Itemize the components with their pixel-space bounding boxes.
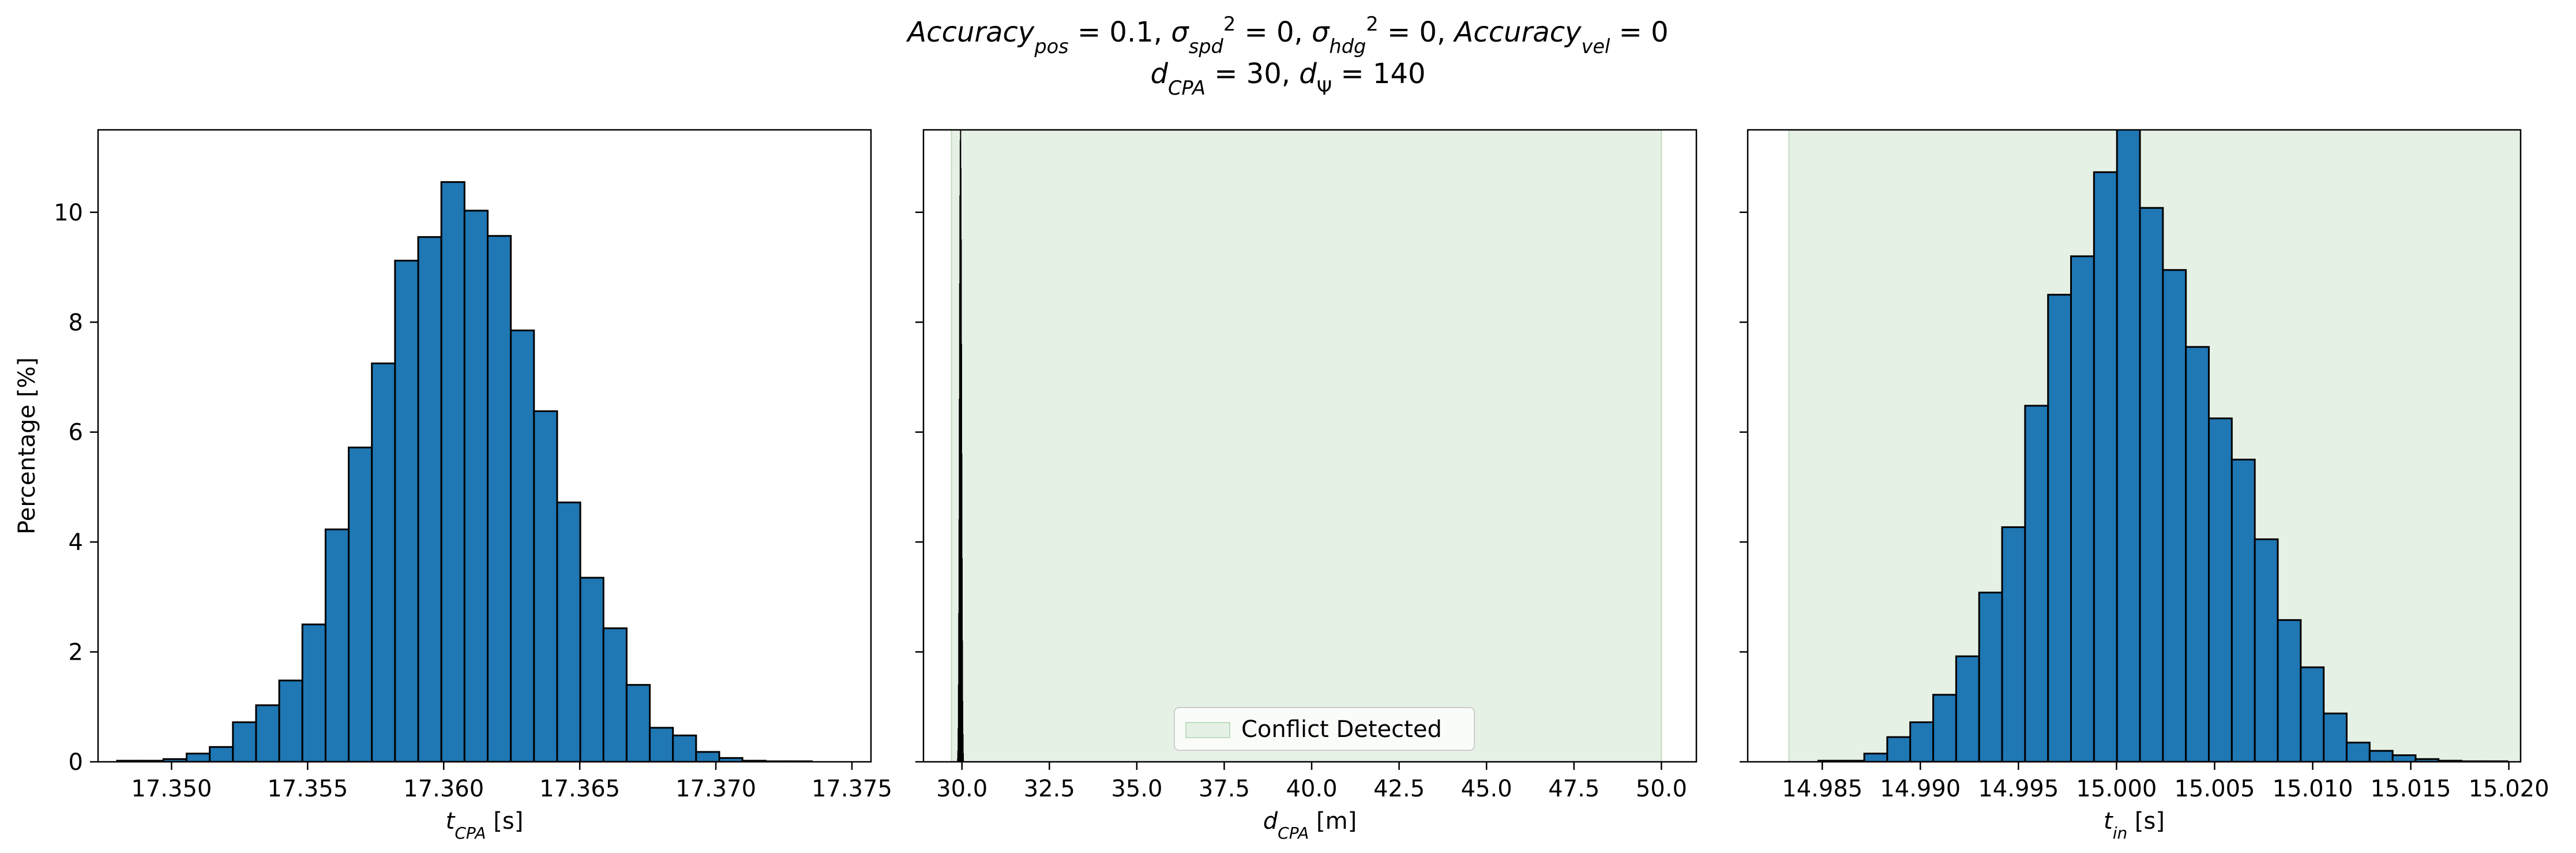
histogram-bar — [278, 679, 303, 762]
x-tick-label: 15.000 — [2076, 776, 2157, 802]
x-tick-label: 45.0 — [1461, 776, 1512, 802]
histogram-bar — [556, 502, 581, 762]
x-tick-label: 15.015 — [2371, 776, 2451, 802]
histogram-bar — [2207, 417, 2233, 762]
x-tick-label: 17.355 — [267, 776, 348, 802]
y-tick-label: 4 — [69, 529, 83, 556]
histogram-bar — [2047, 294, 2072, 762]
conflict-detected-region — [951, 129, 1662, 762]
histogram-bar — [2001, 526, 2026, 762]
subplot-t-cpa: 17.350 17.355 17.360 17.365 17.370 17.375 0 2 4 6… — [14, 129, 892, 843]
histogram-bar — [2254, 538, 2279, 762]
y-tick-label: 0 — [69, 749, 83, 776]
legend-swatch — [1185, 722, 1230, 738]
legend: Conflict Detected — [1174, 707, 1475, 751]
histogram-bar — [1978, 592, 2003, 762]
x-tick-label: 15.005 — [2174, 776, 2255, 802]
histogram-bar — [602, 627, 628, 762]
legend-label: Conflict Detected — [1241, 716, 1442, 743]
histogram-bar — [417, 236, 442, 762]
histogram-bar — [2024, 405, 2049, 762]
histogram-bars — [116, 181, 813, 762]
x-tick-label: 15.020 — [2469, 776, 2549, 802]
x-tick-label: 17.370 — [675, 776, 756, 802]
histogram-bar — [1863, 753, 1888, 762]
y-tick-label: 10 — [54, 200, 83, 226]
x-tick-label: 14.995 — [1978, 776, 2059, 802]
histogram-bar — [394, 260, 419, 762]
subplot-d-cpa: 30.0 32.5 35.0 37.5 40.0 42.5 45.0 47.5 50.0 dCPA… — [915, 129, 1698, 843]
subplot-t-in: 14.985 14.990 14.995 15.000 15.005 15.010 15.0… — [1740, 129, 2549, 843]
y-tick-label: 8 — [69, 309, 83, 336]
x-tick-label: 50.0 — [1636, 776, 1687, 802]
x-tick-label: 14.990 — [1880, 776, 1961, 802]
histogram-bar — [2323, 712, 2348, 762]
axes-frame — [1747, 129, 2522, 763]
y-axis-label: Percentage [%] — [14, 357, 40, 534]
x-tick-label: 15.010 — [2273, 776, 2353, 802]
x-tick-label: 37.5 — [1199, 776, 1250, 802]
histogram-bar — [463, 209, 489, 762]
histogram-bar — [2230, 458, 2256, 762]
histogram-bar — [209, 746, 234, 762]
figure-title-line1: Accuracypos = 0.1, σspd2 = 0, σhdg2 = 0,… — [906, 13, 1668, 58]
histogram-bars — [957, 130, 964, 762]
x-axis-label: tCPA [s] — [446, 808, 524, 843]
histogram-bar — [533, 410, 558, 762]
histogram-bar — [232, 721, 257, 762]
y-tick-label: 6 — [69, 420, 83, 446]
figure-title-line2: dCPA = 30, dΨ = 140 — [1150, 58, 1425, 99]
x-tick-label: 17.365 — [539, 776, 620, 802]
histogram-bar — [2070, 255, 2095, 762]
legend-box — [1174, 707, 1475, 751]
histogram-bar — [2162, 269, 2187, 762]
histogram-bar — [440, 181, 465, 762]
histogram-bar — [963, 753, 964, 762]
histogram-bar — [625, 684, 651, 762]
x-axis-label: tin [s] — [2104, 808, 2165, 843]
axes-frame — [97, 129, 872, 763]
histogram-bar — [510, 330, 535, 762]
histogram-bar — [1886, 736, 1912, 762]
histogram-bar — [1955, 655, 1980, 762]
histogram-bar — [2185, 346, 2210, 762]
x-tick-label: 14.985 — [1782, 776, 1862, 802]
x-tick-label: 42.5 — [1373, 776, 1425, 802]
histogram-bar — [2277, 619, 2302, 762]
histogram-bar — [1932, 694, 1957, 762]
histogram-bar — [301, 623, 326, 762]
histogram-bar — [2093, 171, 2118, 762]
histogram-bar — [486, 235, 512, 762]
histogram-bar — [1909, 721, 1935, 762]
histogram-bar — [371, 362, 396, 762]
histogram-bar — [2116, 130, 2141, 762]
axes-frame — [922, 129, 1698, 763]
x-tick-label: 17.350 — [131, 776, 212, 802]
histogram-bar — [348, 446, 373, 762]
histogram-bar — [649, 727, 674, 762]
histogram-bar — [2368, 750, 2394, 762]
y-tick-label: 2 — [69, 639, 83, 666]
x-tick-label: 17.375 — [812, 776, 892, 802]
histogram-bar — [185, 753, 211, 762]
x-tick-label: 47.5 — [1548, 776, 1599, 802]
x-tick-label: 17.360 — [403, 776, 484, 802]
x-tick-label: 30.0 — [936, 776, 987, 802]
x-axis-label: dCPA [m] — [1263, 808, 1357, 843]
histogram-bars — [1817, 130, 2509, 762]
histogram-bar — [579, 577, 604, 762]
histogram-bar — [255, 704, 280, 762]
x-tick-label: 40.0 — [1286, 776, 1338, 802]
histogram-bar — [2391, 754, 2417, 762]
x-tick-label: 35.0 — [1111, 776, 1162, 802]
histogram-bar — [324, 528, 350, 762]
histogram-bar — [2345, 742, 2371, 762]
x-tick-label: 32.5 — [1024, 776, 1075, 802]
histogram-bar — [2139, 207, 2164, 762]
histogram-bar — [695, 751, 720, 762]
histogram-bar — [2300, 666, 2325, 762]
histogram-bar — [672, 734, 697, 762]
